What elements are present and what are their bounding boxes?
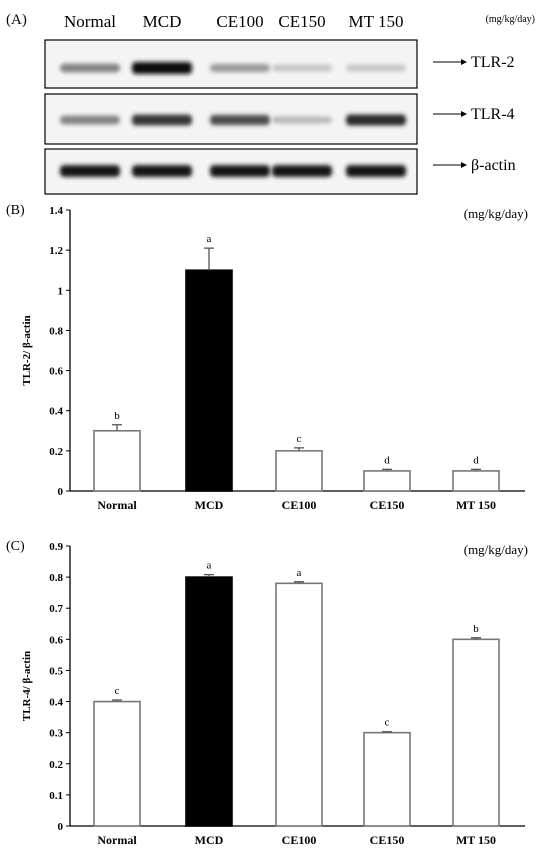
y-tick-label: 0	[58, 821, 64, 833]
lane-label: CE100	[216, 12, 263, 31]
significance-letter: c	[385, 717, 390, 729]
bar	[93, 700, 141, 827]
tlr4-bar-chart: (C) (mg/kg/day) TLR-4/ β-actin 0 0.1 0.2 0.3 0.…	[6, 539, 528, 847]
panel-a-unit: (mg/kg/day)	[486, 14, 535, 25]
blot-band	[60, 165, 120, 177]
x-tick-label: CE100	[282, 498, 317, 512]
x-tick-label: MT 150	[456, 498, 496, 512]
y-axis-title: TLR-2/ β-actin	[21, 315, 33, 385]
x-tick-label: CE150	[370, 833, 405, 847]
y-tick-label: 0.9	[49, 541, 63, 553]
y-tick-label: 0.3	[49, 728, 63, 740]
panel-a-label: (A)	[6, 12, 27, 28]
x-tick-label: MT 150	[456, 833, 496, 847]
arrow-head-icon	[461, 59, 467, 65]
bar	[275, 450, 323, 492]
blot-band	[132, 62, 192, 74]
tlr2-bar-chart: (B) (mg/kg/day) TLR-2/ β-actin 0 0.2 0.4 0.6 0.…	[6, 203, 528, 512]
lane-label: CE150	[278, 12, 325, 31]
bar	[275, 582, 323, 827]
bar	[363, 731, 411, 827]
blot-band	[272, 64, 332, 72]
lane-labels: Normal MCD CE100 CE150 MT 150	[64, 12, 403, 31]
western-blot-panel: (A) (mg/kg/day) Normal MCD CE100 CE150 MT 15…	[6, 12, 535, 195]
blot-band	[60, 115, 120, 125]
y-tick-label: 0.1	[49, 790, 63, 802]
blot-protein-label: TLR-2	[471, 54, 515, 71]
y-tick-label: 0.2	[49, 759, 63, 771]
significance-letter: a	[297, 567, 302, 579]
y-tick-label: 0.6	[49, 366, 63, 378]
x-tick-label: MCD	[195, 833, 224, 847]
blot-band	[132, 114, 192, 126]
blot-protein-label: TLR-4	[471, 106, 515, 123]
blot-band	[346, 165, 406, 177]
y-tick-label: 0.5	[49, 665, 63, 677]
x-tick-label: Normal	[97, 498, 137, 512]
x-tick-label: MCD	[195, 498, 224, 512]
y-tick-label: 0.2	[49, 446, 63, 458]
unit-label: (mg/kg/day)	[464, 542, 528, 557]
significance-letter: a	[207, 560, 212, 572]
y-tick-label: 0.7	[49, 603, 63, 615]
arrow-head-icon	[461, 111, 467, 117]
blot-band	[210, 114, 270, 126]
lane-label: MCD	[143, 12, 182, 31]
lane-label: Normal	[64, 12, 116, 31]
blot-band	[272, 165, 332, 177]
significance-letter: d	[384, 454, 390, 466]
blot-band	[272, 116, 332, 124]
y-tick-label: 0	[58, 486, 64, 498]
y-tick-label: 0.8	[49, 572, 63, 584]
blot-band	[60, 63, 120, 73]
y-tick-label: 1	[58, 285, 64, 297]
blot-band	[132, 165, 192, 177]
significance-letter: c	[115, 685, 120, 697]
x-tick-label: Normal	[97, 833, 137, 847]
y-tick-label: 0.6	[49, 634, 63, 646]
bar	[363, 470, 411, 492]
blot-band	[346, 114, 406, 126]
significance-letter: d	[473, 454, 479, 466]
y-tick-label: 0.4	[49, 406, 63, 418]
blot-band	[346, 64, 406, 72]
significance-letter: b	[114, 410, 120, 422]
panel-label: (C)	[6, 539, 25, 554]
blot-strip: TLR-2	[44, 39, 515, 89]
significance-letter: c	[297, 433, 302, 445]
significance-letter: b	[473, 623, 479, 635]
bar	[93, 429, 141, 492]
unit-label: (mg/kg/day)	[464, 206, 528, 221]
y-tick-label: 0.4	[49, 697, 63, 709]
y-axis-title: TLR-4/ β-actin	[21, 651, 33, 721]
blot-strip: TLR-4	[44, 93, 515, 145]
x-tick-label: CE100	[282, 833, 317, 847]
blot-band	[210, 63, 270, 73]
blot-strip: β-actin	[44, 148, 516, 195]
bar	[185, 576, 233, 827]
bar	[452, 470, 500, 492]
panel-label: (B)	[6, 203, 25, 218]
y-tick-label: 0.8	[49, 325, 63, 337]
blot-band	[210, 165, 270, 177]
y-tick-label: 1.2	[49, 245, 63, 257]
significance-letter: a	[207, 233, 212, 245]
arrow-head-icon	[461, 162, 467, 168]
y-tick-label: 1.4	[49, 205, 63, 217]
blot-strips: TLR-2 TLR-4 β-actin	[44, 39, 516, 195]
lane-label: MT 150	[349, 12, 404, 31]
bar	[185, 269, 233, 492]
bar	[452, 638, 500, 827]
blot-protein-label: β-actin	[471, 157, 516, 174]
x-tick-label: CE150	[370, 498, 405, 512]
